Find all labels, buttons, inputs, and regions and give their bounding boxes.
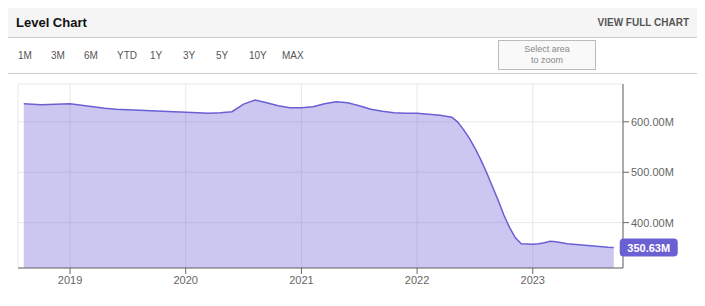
html-text:Select area: Select area: [524, 44, 570, 54]
svg-text:350.63M: 350.63M: [627, 242, 670, 254]
html-text:Level Chart: Level Chart: [16, 15, 87, 30]
svg-text:2023: 2023: [521, 274, 545, 286]
html-text:1M: 1M: [18, 50, 32, 61]
html-text:6M: 6M: [84, 50, 98, 61]
html-text:3M: 3M: [51, 50, 65, 61]
svg-text:500.00M: 500.00M: [631, 166, 674, 178]
svg-text:600.00M: 600.00M: [631, 116, 674, 128]
html-text:3Y: 3Y: [183, 50, 196, 61]
html-text:to zoom: to zoom: [531, 55, 563, 65]
svg-text:2019: 2019: [58, 274, 82, 286]
html-text:10Y: 10Y: [249, 50, 267, 61]
html-text:1Y: 1Y: [150, 50, 163, 61]
svg-text:2020: 2020: [173, 274, 197, 286]
svg-text:400.00M: 400.00M: [631, 217, 674, 229]
html-text:MAX: MAX: [282, 50, 304, 61]
html-text:5Y: 5Y: [216, 50, 229, 61]
svg-text:2021: 2021: [289, 274, 313, 286]
svg-text:2022: 2022: [405, 274, 429, 286]
html-text:VIEW FULL CHART: VIEW FULL CHART: [597, 17, 689, 28]
html-text:YTD: YTD: [117, 50, 137, 61]
